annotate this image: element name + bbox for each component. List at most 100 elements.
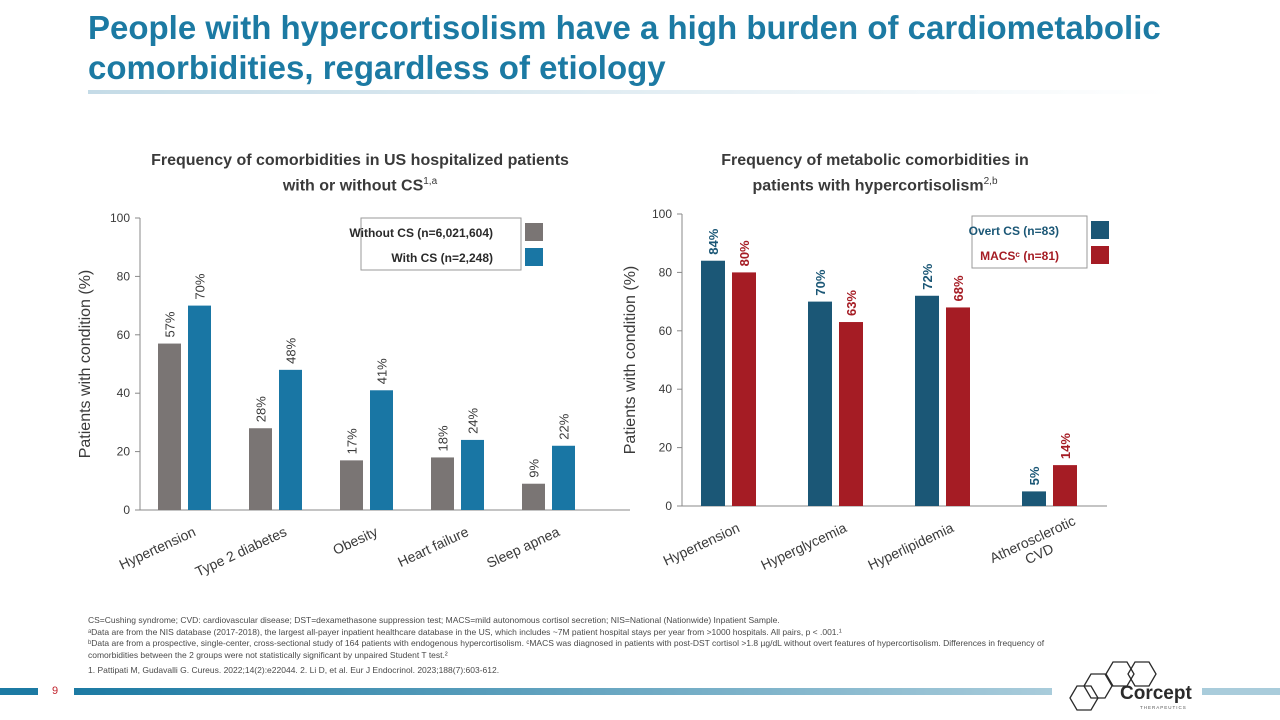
chart-2-x-tick-group: Hyperlipidemia xyxy=(865,519,956,573)
chart-1-bar xyxy=(340,460,363,510)
footnote-abbreviations: CS=Cushing syndrome; CVD: cardiovascular… xyxy=(88,615,780,625)
chart-2-bar xyxy=(915,295,939,506)
chart-1-x-tick-label: Obesity xyxy=(330,523,380,558)
chart-1-bar xyxy=(461,439,484,510)
chart-1-y-tick-label: 80 xyxy=(117,269,131,283)
chart-1-data-label: 24% xyxy=(466,407,481,433)
chart-2-data-label: 80% xyxy=(737,240,752,266)
chart-1-legend-label: With CS (n=2,248) xyxy=(391,251,493,265)
chart-1-legend-swatch xyxy=(525,223,543,241)
footer-bar xyxy=(74,688,1052,695)
chart-1-legend-swatch xyxy=(525,248,543,266)
chart-1-x-tick-group: Heart failure xyxy=(395,523,471,570)
chart-2-legend-label: Overt CS (n=83) xyxy=(969,224,1059,238)
chart-2-bar xyxy=(808,301,832,506)
chart-1-bar xyxy=(158,343,181,510)
chart-2-title-sup: 2,b xyxy=(983,176,998,187)
chart-2-legend-swatch xyxy=(1091,221,1109,239)
chart-1-bar xyxy=(249,428,272,510)
chart-2-x-tick-group: Hypertension xyxy=(660,519,742,568)
chart-2-legend-swatch xyxy=(1091,246,1109,264)
chart-1-title: Frequency of comorbidities in US hospita… xyxy=(140,150,580,196)
chart-2-x-tick-label: Hypertension xyxy=(660,519,742,568)
chart-2-data-label: 84% xyxy=(706,228,721,254)
chart-1-title-sup: 1,a xyxy=(423,176,438,187)
chart-2-y-tick-label: 20 xyxy=(659,441,673,455)
chart-1-bar xyxy=(279,369,302,510)
chart-1-data-label: 22% xyxy=(557,413,572,439)
chart-1-bar xyxy=(370,390,393,510)
page-number: 9 xyxy=(52,685,59,697)
chart-2-x-tick-group: Hyperglycemia xyxy=(758,519,849,573)
chart-2-y-tick-label: 40 xyxy=(659,382,673,396)
chart-1-x-tick-group: Type 2 diabetes xyxy=(193,523,289,579)
chart-2-y-tick-label: 0 xyxy=(665,499,672,513)
footnote-a: ᵃData are from the NIS database (2017-20… xyxy=(88,626,842,637)
footnotes: CS=Cushing syndrome; CVD: cardiovascular… xyxy=(88,615,1048,677)
chart-1-bar xyxy=(188,305,211,510)
chart-1-y-tick-label: 60 xyxy=(117,328,131,342)
chart-2-title-text: Frequency of metabolic comorbidities in … xyxy=(721,152,1029,195)
chart-2-y-axis-label: Patients with condition (%) xyxy=(622,266,639,455)
chart-2-x-tick-label: Hyperlipidemia xyxy=(865,519,956,573)
chart-1-x-tick-label: Heart failure xyxy=(395,523,471,570)
title-divider xyxy=(88,90,1168,94)
chart-1-data-label: 28% xyxy=(254,396,269,422)
chart-2-data-label: 68% xyxy=(951,275,966,301)
chart-1-data-label: 17% xyxy=(345,428,360,454)
chart-2-y-tick-label: 100 xyxy=(652,207,672,221)
footer-bar-left xyxy=(0,688,38,695)
chart-1-data-label: 18% xyxy=(436,425,451,451)
chart-1-legend-box xyxy=(360,217,522,271)
chart-1-legend: Without CS (n=6,021,604) With CS (n=2,248… xyxy=(349,217,543,271)
chart-2-data-label: 72% xyxy=(920,263,935,289)
chart-2-data-label: 5% xyxy=(1027,466,1042,485)
footnote-references: 1. Pattipati M, Gudavalli G. Cureus. 202… xyxy=(88,665,500,675)
chart-2-y-tick-label: 60 xyxy=(659,324,673,338)
chart-2-x-tick-label: Hyperglycemia xyxy=(758,519,849,573)
chart-1-data-label: 41% xyxy=(375,358,390,384)
chart-1-bar xyxy=(522,483,545,510)
chart-2-y-tick-label: 80 xyxy=(659,265,673,279)
chart-2-legend-box xyxy=(971,215,1088,269)
chart-1-data-label: 70% xyxy=(193,273,208,299)
chart-1-x-tick-label: Hypertension xyxy=(116,523,198,572)
chart-1-data-label: 48% xyxy=(284,337,299,363)
chart-2-legend: Overt CS (n=83) MACSᶜ (n=81) xyxy=(969,215,1109,269)
chart-1-bar xyxy=(552,445,575,510)
chart-1-comorbidities-us-hospitalized: 0 20 40 60 80 100 Patients with condition (%) 5… xyxy=(77,211,630,580)
chart-1-x-tick-label: Sleep apnea xyxy=(484,523,562,571)
footnote-b: ᵇData are from a prospective, single-cen… xyxy=(88,638,1045,660)
chart-1-x-tick-label: Type 2 diabetes xyxy=(193,523,289,579)
chart-1-data-label: 57% xyxy=(163,311,178,337)
chart-1-data-label: 9% xyxy=(527,458,542,477)
chart-1-x-tick-group: Hypertension xyxy=(116,523,198,572)
chart-2-legend-label: MACSᶜ (n=81) xyxy=(980,249,1059,263)
chart-2-data-label: 14% xyxy=(1058,433,1073,459)
chart-1-legend-label: Without CS (n=6,021,604) xyxy=(349,226,493,240)
corcept-logo-text: Corcept xyxy=(1120,683,1192,704)
chart-2-metabolic-comorbidities: 0 20 40 60 80 100 Patients with condition (%) 8… xyxy=(622,207,1109,573)
chart-2-data-label: 70% xyxy=(813,269,828,295)
chart-1-y-tick-label: 100 xyxy=(110,211,130,225)
slide-title: People with hypercortisolism have a high… xyxy=(88,9,1161,86)
chart-1-y-tick-label: 20 xyxy=(117,445,131,459)
chart-2-bar xyxy=(1022,491,1046,506)
chart-1-x-tick-group: Obesity xyxy=(330,523,380,558)
chart-2-data-label: 63% xyxy=(844,290,859,316)
chart-1-title-text: Frequency of comorbidities in US hospita… xyxy=(151,152,569,195)
corcept-logo-subtext: THERAPEUTICS xyxy=(1140,705,1187,710)
chart-2-bar xyxy=(732,272,756,506)
chart-2-bar xyxy=(839,322,863,506)
chart-2-bar xyxy=(701,260,725,506)
corcept-logo-icon xyxy=(1069,661,1157,711)
footer-bar-right xyxy=(1202,688,1280,695)
chart-2-bar xyxy=(946,307,970,506)
chart-2-bar xyxy=(1053,465,1077,506)
chart-1-y-tick-label: 40 xyxy=(117,386,131,400)
chart-1-y-tick-label: 0 xyxy=(123,503,130,517)
chart-1-y-axis-label: Patients with condition (%) xyxy=(77,270,94,459)
chart-1-bar xyxy=(431,457,454,510)
chart-2-title: Frequency of metabolic comorbidities in … xyxy=(690,150,1060,196)
